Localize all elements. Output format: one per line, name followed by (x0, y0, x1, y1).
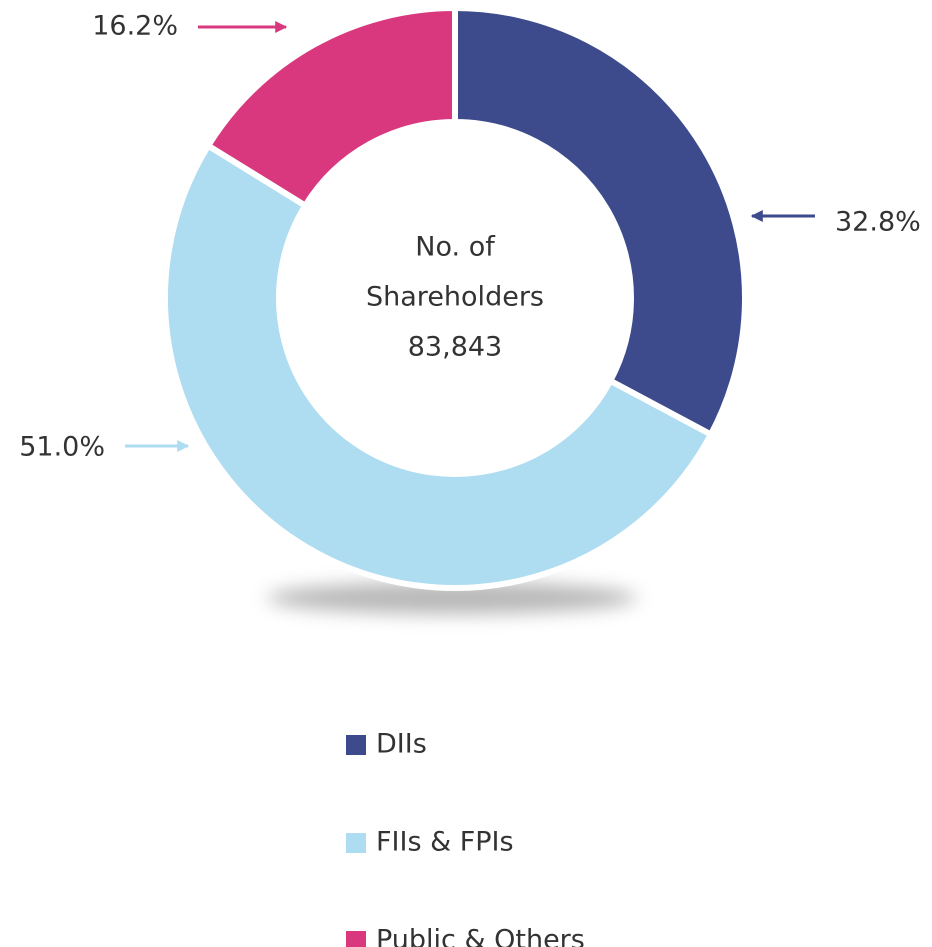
value-label: 32.8% (835, 207, 921, 238)
slice (204, 4, 458, 210)
legend-label: DIIs (376, 729, 427, 760)
shadow (267, 582, 637, 614)
legend-label: Public & Others (376, 925, 585, 947)
center-text: 83,843 (408, 332, 502, 363)
legend-swatch (346, 931, 366, 947)
center-text: No. of (415, 232, 496, 263)
slice (452, 4, 748, 439)
value-label: 16.2% (92, 11, 178, 42)
slice (162, 141, 715, 591)
legend-swatch (346, 833, 366, 853)
center-text: Shareholders (366, 282, 544, 313)
value-label: 51.0% (19, 432, 105, 463)
legend-swatch (346, 735, 366, 755)
legend-label: FIIs & FPIs (376, 827, 514, 858)
